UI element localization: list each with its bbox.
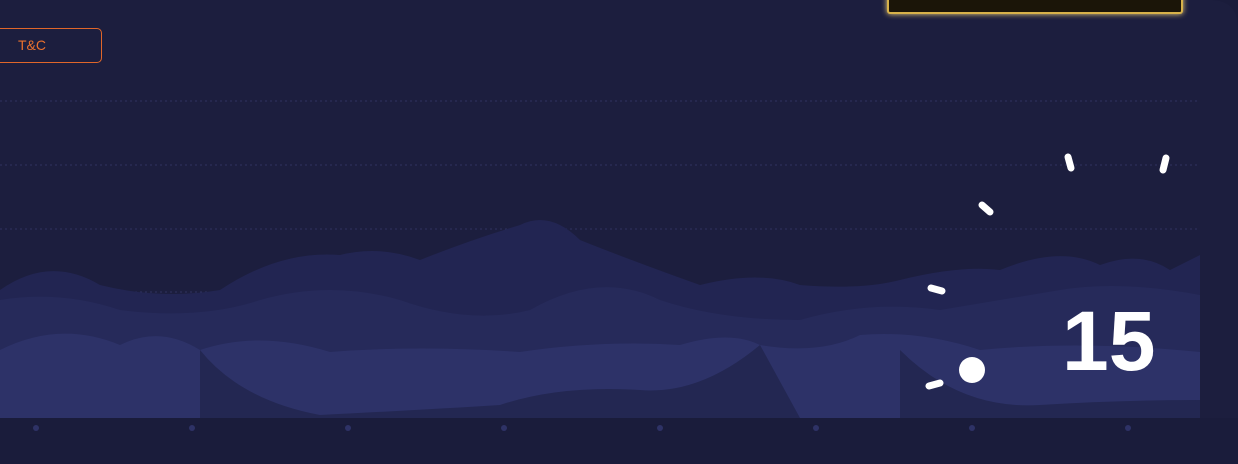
dot — [657, 425, 663, 431]
timeline-dots — [33, 425, 1131, 431]
dot — [189, 425, 195, 431]
dot — [813, 425, 819, 431]
jackpot-banner[interactable]: JACKPOT — [887, 0, 1183, 14]
spinner — [925, 153, 1170, 390]
spinner-dash — [925, 379, 944, 390]
footer-strip — [0, 418, 1238, 464]
countdown: 15 — [1062, 294, 1156, 388]
dot — [969, 425, 975, 431]
spinner-dash — [927, 284, 946, 295]
spinner-dash — [1064, 153, 1075, 172]
dot — [1125, 425, 1131, 431]
dot — [33, 425, 39, 431]
tc-button[interactable]: T&C — [0, 28, 102, 63]
dot — [345, 425, 351, 431]
rocket-point — [959, 357, 985, 383]
dot — [501, 425, 507, 431]
spinner-dash — [1159, 154, 1170, 174]
spinner-dash — [978, 201, 994, 216]
mountain-shadow — [200, 345, 1200, 418]
